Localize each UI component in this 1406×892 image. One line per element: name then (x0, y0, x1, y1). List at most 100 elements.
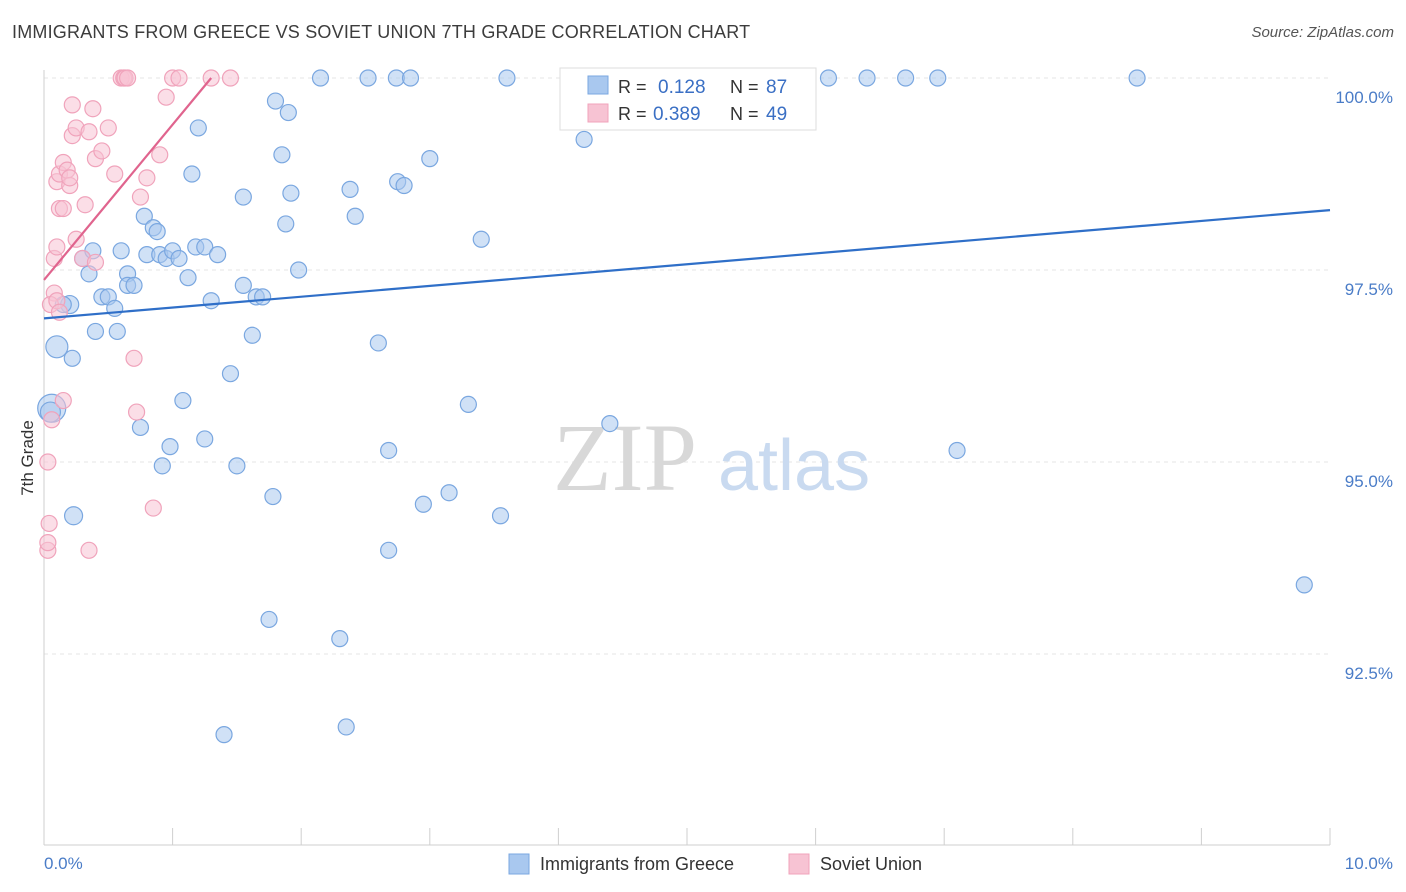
data-point (86, 322, 105, 341)
data-point (440, 484, 458, 502)
stats-legend: R = 0.128 N = 87 R = 0.389 N = 49 (559, 67, 817, 131)
data-point (380, 541, 398, 559)
data-point (221, 69, 240, 87)
data-point (80, 541, 98, 559)
trend-line (43, 77, 213, 281)
data-point (118, 69, 137, 87)
legend-swatch-greece (508, 853, 530, 875)
data-point (157, 88, 175, 106)
data-point (40, 514, 58, 533)
data-point (86, 253, 105, 271)
data-point (48, 238, 66, 256)
data-point (337, 718, 355, 736)
data-point (331, 630, 349, 648)
data-point (39, 453, 57, 471)
data-point (148, 223, 166, 241)
data-point (273, 146, 291, 164)
stats-swatch-soviet (587, 103, 609, 123)
y-tick-label: 92.5% (1345, 664, 1393, 683)
stats-swatch-greece (587, 75, 609, 95)
data-point (112, 242, 130, 260)
data-point (80, 123, 98, 141)
data-point (346, 207, 364, 225)
data-point (170, 249, 188, 268)
data-point (311, 69, 330, 87)
data-point (359, 69, 377, 87)
data-point (63, 96, 81, 114)
data-point (401, 69, 420, 87)
data-point (179, 269, 197, 287)
data-point (189, 119, 207, 137)
y-axis-label: 7th Grade (18, 420, 37, 496)
legend-swatch-soviet (788, 853, 810, 875)
data-point (1128, 69, 1146, 87)
data-point (125, 276, 143, 294)
stats-r-label-soviet: R = (618, 104, 647, 124)
data-point (459, 395, 477, 413)
data-point (135, 207, 153, 225)
data-point (897, 69, 915, 87)
data-point (196, 238, 214, 256)
data-point (202, 292, 220, 310)
data-point (43, 411, 61, 429)
data-point (929, 69, 947, 87)
data-point (491, 507, 510, 525)
trend-line (43, 208, 1331, 320)
stats-r-value-greece: 0.128 (658, 77, 706, 98)
data-point (99, 119, 117, 137)
data-point (131, 418, 150, 437)
data-point (161, 438, 179, 456)
data-point (264, 487, 282, 506)
data-point (472, 230, 490, 248)
x-tick-label-max: 10.0% (1345, 854, 1393, 873)
stats-r-value-soviet: 0.389 (653, 104, 701, 125)
y-axis-tick-labels: 100.0% 97.5% 95.0% 92.5% (1335, 88, 1393, 683)
data-point (108, 322, 126, 341)
stats-n-label-greece: N = (730, 77, 759, 97)
trend-lines (43, 77, 1331, 320)
data-point (221, 365, 240, 383)
chart-source: Source: ZipAtlas.com (1251, 24, 1394, 41)
data-point (39, 534, 57, 552)
legend-label-greece: Immigrants from Greece (540, 854, 734, 874)
data-point (174, 391, 192, 410)
stats-n-label-soviet: N = (730, 104, 759, 124)
data-point (151, 146, 169, 164)
data-point (183, 165, 201, 183)
series-legend: Immigrants from Greece Soviet Union (508, 853, 922, 875)
data-point (131, 188, 150, 206)
data-point (254, 288, 272, 306)
data-point (127, 403, 146, 421)
data-point (421, 150, 439, 168)
data-point (54, 199, 72, 218)
data-point (45, 335, 69, 359)
data-point (395, 176, 413, 195)
gridlines (44, 77, 1330, 655)
data-point (498, 69, 516, 87)
data-point (125, 349, 143, 367)
data-point (282, 184, 300, 202)
data-point (63, 506, 84, 526)
data-point (196, 430, 214, 448)
data-point (414, 495, 432, 513)
x-axis-ticks (172, 828, 1331, 845)
data-point (575, 130, 593, 149)
y-tick-label: 95.0% (1345, 472, 1393, 491)
data-point (93, 142, 111, 160)
data-point (380, 441, 398, 460)
data-point (601, 415, 619, 433)
stats-r-label-greece: R = (618, 77, 647, 97)
data-point (76, 196, 94, 214)
data-point (170, 69, 188, 87)
stats-n-value-soviet: 49 (766, 104, 787, 125)
data-point (234, 276, 252, 294)
data-point (234, 188, 252, 206)
chart-title: IMMIGRANTS FROM GREECE VS SOVIET UNION 7… (12, 22, 751, 42)
data-point (279, 103, 297, 122)
data-point (209, 246, 227, 264)
data-point (369, 334, 387, 352)
data-point (54, 391, 72, 410)
data-point (84, 100, 102, 118)
watermark-atlas: atlas (718, 426, 870, 506)
data-point (858, 69, 876, 87)
